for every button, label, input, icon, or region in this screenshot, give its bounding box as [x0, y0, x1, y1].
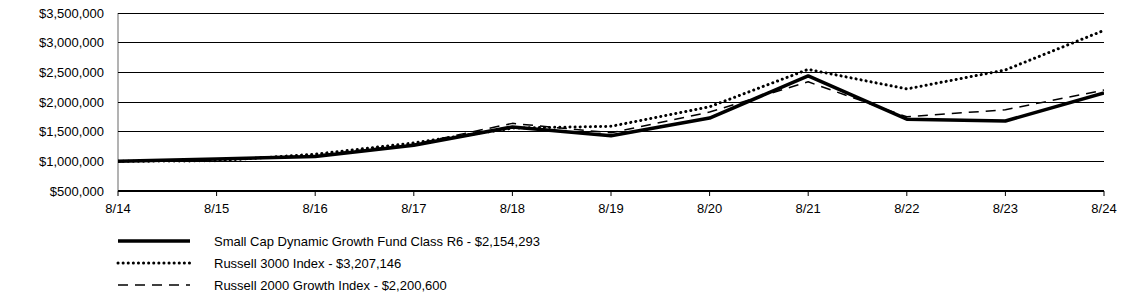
x-tick — [315, 191, 316, 196]
x-tick-label: 8/19 — [598, 201, 623, 216]
legend-label: Russell 2000 Growth Index - $2,200,600 — [214, 278, 447, 293]
legend-swatch — [118, 239, 190, 243]
x-tick — [709, 191, 710, 196]
legend-label: Russell 3000 Index - $3,207,146 — [214, 256, 401, 271]
legend-label: Small Cap Dynamic Growth Fund Class R6 -… — [214, 234, 540, 249]
y-tick-label: $3,500,000 — [39, 6, 104, 21]
series-line — [118, 82, 1104, 162]
x-tick — [906, 191, 907, 196]
x-tick — [611, 191, 612, 196]
x-tick — [216, 191, 217, 196]
x-tick — [1104, 191, 1105, 196]
x-tick — [118, 191, 119, 196]
legend: Small Cap Dynamic Growth Fund Class R6 -… — [118, 234, 540, 293]
x-tick — [1005, 191, 1006, 196]
grid-line — [118, 161, 1104, 162]
x-tick — [512, 191, 513, 196]
series-line — [118, 30, 1104, 161]
chart: $500,000 $1,000,000 $1,500,000 $2,000,000 $2… — [0, 0, 1129, 304]
x-tick-label: 8/21 — [796, 201, 821, 216]
series-group — [118, 30, 1104, 161]
x-tick-label: 8/23 — [993, 201, 1018, 216]
grid-line — [118, 13, 1104, 14]
grid-line — [118, 42, 1104, 43]
x-tick — [808, 191, 809, 196]
legend-swatch — [118, 262, 190, 265]
y-tick-label: $2,500,000 — [39, 65, 104, 80]
x-tick-label: 8/20 — [697, 201, 722, 216]
x-tick-label: 8/14 — [105, 201, 130, 216]
y-axis-line — [118, 13, 119, 191]
series-line — [118, 76, 1104, 161]
y-tick-label: $500,000 — [50, 184, 104, 199]
x-tick-label: 8/24 — [1091, 201, 1116, 216]
x-tick-label: 8/15 — [204, 201, 229, 216]
x-tick-label: 8/17 — [401, 201, 426, 216]
legend-swatch — [118, 284, 190, 286]
x-tick-label: 8/22 — [894, 201, 919, 216]
grid-line — [118, 102, 1104, 103]
grid-line — [118, 131, 1104, 132]
y-tick-label: $2,000,000 — [39, 95, 104, 110]
x-tick — [413, 191, 414, 196]
x-tick-label: 8/18 — [500, 201, 525, 216]
x-tick-label: 8/16 — [303, 201, 328, 216]
y-tick-label: $3,000,000 — [39, 35, 104, 50]
y-tick-label: $1,000,000 — [39, 154, 104, 169]
grid-line — [118, 72, 1104, 73]
y-tick-label: $1,500,000 — [39, 124, 104, 139]
